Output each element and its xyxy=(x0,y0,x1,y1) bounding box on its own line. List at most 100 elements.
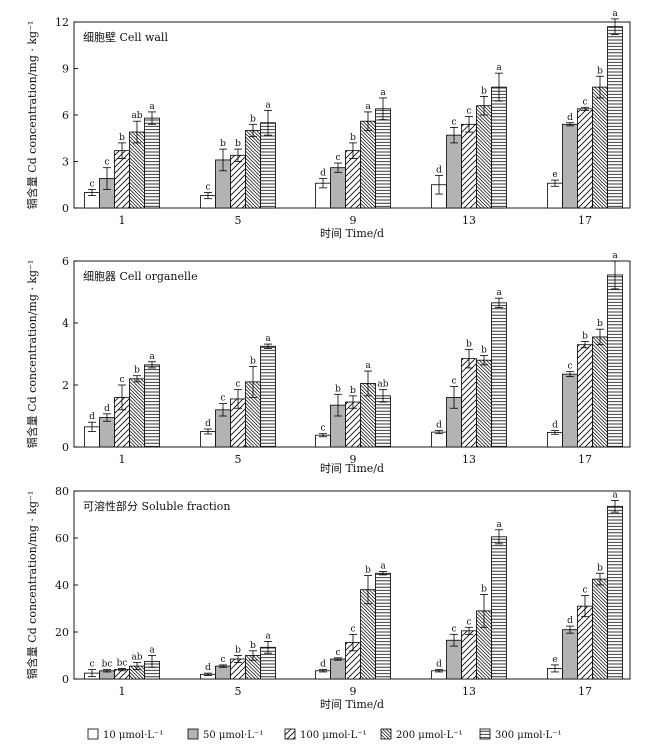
bar xyxy=(144,364,160,448)
y-tick-label: 0 xyxy=(62,441,69,454)
legend-swatch xyxy=(284,728,296,740)
significance-letter: c xyxy=(320,424,325,434)
significance-letter: a xyxy=(612,490,618,500)
panel-title: 可溶性部分 Soluble fraction xyxy=(83,499,231,513)
bar xyxy=(330,167,346,209)
bar xyxy=(491,86,507,209)
x-tick-label: 17 xyxy=(578,214,592,227)
significance-letter: a xyxy=(496,63,502,73)
bar xyxy=(375,572,391,680)
significance-letter: c xyxy=(582,97,587,107)
bar xyxy=(446,134,462,209)
significance-letter: a xyxy=(380,562,386,572)
bar xyxy=(476,359,492,448)
significance-letter: bc xyxy=(117,658,128,668)
x-tick-label: 9 xyxy=(350,453,357,466)
x-tick-label: 5 xyxy=(235,685,242,698)
legend-label: 100 μmol·L⁻¹ xyxy=(300,730,367,741)
bar xyxy=(607,505,623,680)
significance-letter: a xyxy=(149,102,155,112)
significance-letter: b xyxy=(119,133,125,143)
significance-letter: c xyxy=(119,375,124,385)
legend-label: 200 μmol·L⁻¹ xyxy=(396,730,463,741)
significance-letter: d xyxy=(320,169,326,179)
significance-letter: c xyxy=(205,183,210,193)
significance-letter: d xyxy=(567,113,573,123)
significance-letter: b xyxy=(250,641,256,651)
y-axis-title: 镉含量 Cd concentration/mg · kg⁻¹ xyxy=(25,491,39,680)
y-tick-label: 2 xyxy=(62,379,69,392)
bar xyxy=(360,120,376,209)
significance-letter: b xyxy=(481,346,487,356)
y-tick-label: 6 xyxy=(62,255,69,268)
x-tick-label: 1 xyxy=(119,453,126,466)
y-tick-label: 4 xyxy=(62,317,69,330)
bar xyxy=(491,536,507,680)
y-tick-label: 9 xyxy=(62,63,69,76)
bar xyxy=(592,86,608,209)
legend-swatch xyxy=(479,728,491,740)
x-axis-title: 时间 Time/d xyxy=(320,698,384,711)
significance-letter: b xyxy=(335,384,341,394)
y-tick-label: 60 xyxy=(55,532,69,545)
x-axis-title: 时间 Time/d xyxy=(320,462,384,475)
significance-letter: d xyxy=(320,660,326,670)
significance-letter: e xyxy=(552,170,557,180)
significance-letter: a xyxy=(380,88,386,98)
y-axis-title: 镉含量 Cd concentration/mg · kg⁻¹ xyxy=(25,21,39,210)
bar xyxy=(491,302,507,448)
legend: 10 μmol·L⁻¹ 50 μmol·L⁻¹ 100 μmol·L⁻¹ 200 μm… xyxy=(87,728,562,741)
significance-letter: a xyxy=(265,631,271,641)
bar xyxy=(129,378,145,448)
bar xyxy=(345,150,361,209)
significance-letter: b xyxy=(597,66,603,76)
bar xyxy=(245,130,261,209)
bar xyxy=(375,108,391,209)
bar xyxy=(592,336,608,448)
significance-letter: a xyxy=(612,9,618,19)
legend-item: 10 μmol·L⁻¹ xyxy=(87,728,163,741)
x-tick-label: 17 xyxy=(578,453,592,466)
significance-letter: bc xyxy=(102,660,113,670)
significance-letter: d xyxy=(436,421,442,431)
legend-item: 300 μmol·L⁻¹ xyxy=(479,728,562,741)
bar xyxy=(260,345,276,448)
significance-letter: a xyxy=(612,251,618,261)
x-tick-label: 1 xyxy=(119,214,126,227)
x-tick-label: 17 xyxy=(578,685,592,698)
bar xyxy=(129,131,145,209)
significance-letter: d xyxy=(567,616,573,626)
bar xyxy=(375,395,391,448)
bar xyxy=(144,117,160,209)
y-tick-label: 6 xyxy=(62,109,69,122)
bar xyxy=(562,629,578,680)
bar xyxy=(330,658,346,680)
significance-letter: a xyxy=(265,334,271,344)
significance-letter: a xyxy=(265,100,271,110)
bar xyxy=(99,417,115,448)
x-tick-label: 5 xyxy=(235,214,242,227)
legend-swatch xyxy=(87,728,99,740)
significance-letter: c xyxy=(466,107,471,117)
x-axis-title: 时间 Time/d xyxy=(320,227,384,240)
bar xyxy=(547,182,563,209)
significance-letter: b xyxy=(250,114,256,124)
legend-label: 10 μmol·L⁻¹ xyxy=(103,730,163,741)
significance-letter: ab xyxy=(131,111,142,121)
significance-letter: c xyxy=(89,660,94,670)
legend-label: 300 μmol·L⁻¹ xyxy=(495,730,562,741)
y-tick-label: 40 xyxy=(55,579,69,592)
x-tick-label: 13 xyxy=(462,214,476,227)
bar xyxy=(592,578,608,680)
bar xyxy=(562,373,578,448)
significance-letter: a xyxy=(365,102,371,112)
significance-letter: d xyxy=(436,165,442,175)
significance-letter: c xyxy=(466,617,471,627)
significance-letter: d xyxy=(436,660,442,670)
significance-letter: a xyxy=(365,361,371,371)
significance-letter: ab xyxy=(377,380,388,390)
legend-label: 50 μmol·L⁻¹ xyxy=(203,730,263,741)
significance-letter: b xyxy=(235,139,241,149)
